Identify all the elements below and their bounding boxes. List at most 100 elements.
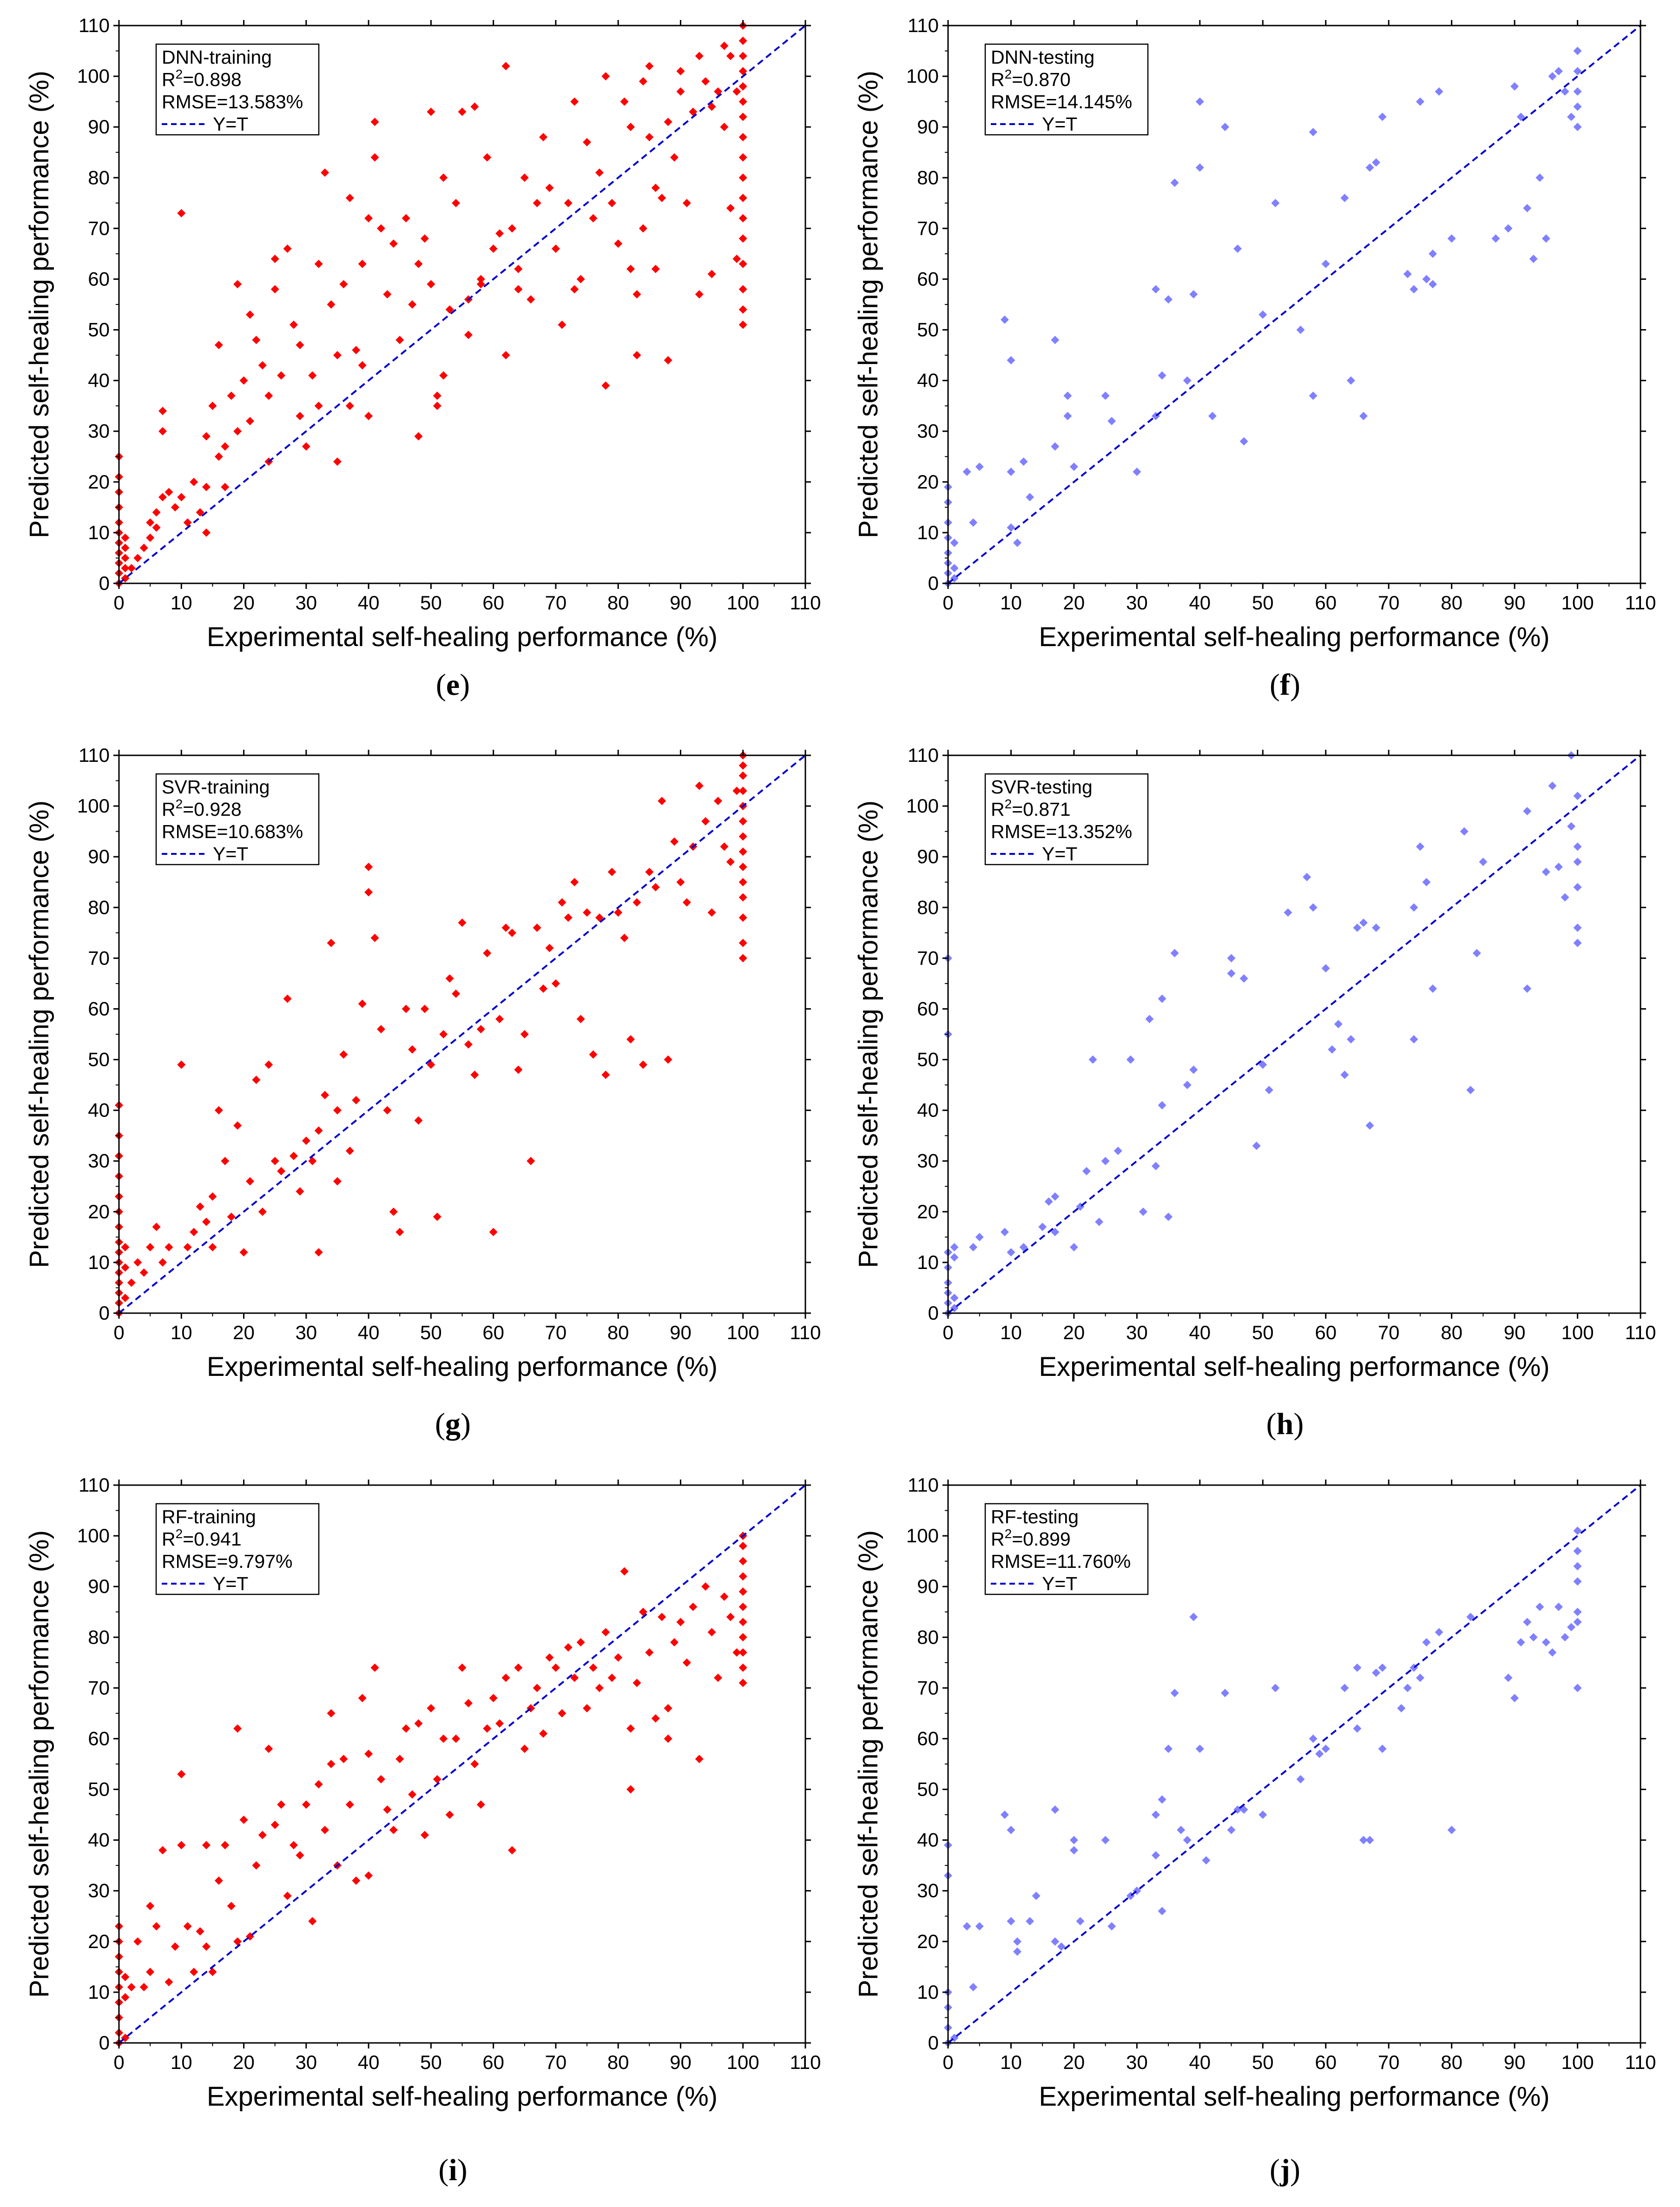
data-point: [1069, 1836, 1078, 1844]
data-point: [376, 224, 385, 233]
chart-panel-e: 00 10 10 20 20 30 30 40 40 50 50 60 60 70 70 80 80 90 90 10…: [24, 14, 821, 702]
data-point: [1529, 1633, 1538, 1642]
r2-value: =0.870: [1012, 69, 1071, 90]
y-tick-label: 80: [917, 1626, 939, 1648]
data-point: [614, 1653, 623, 1662]
legend-r2: R2=0.871: [991, 797, 1071, 820]
data-point: [1567, 822, 1575, 831]
data-point: [1340, 1070, 1349, 1079]
data-point: [208, 1968, 217, 1976]
data-point: [1101, 1836, 1110, 1844]
data-point: [1007, 468, 1015, 476]
data-point: [583, 908, 592, 917]
data-point: [1416, 1673, 1424, 1682]
data-point: [614, 908, 623, 917]
data-point: [1567, 112, 1575, 121]
y-tick-label: 50: [88, 319, 110, 341]
data-point: [383, 290, 392, 299]
data-point: [1013, 1937, 1021, 1946]
data-point: [732, 786, 741, 795]
data-point: [183, 1243, 192, 1252]
y-tick-label: 90: [88, 1575, 110, 1597]
data-point: [127, 1278, 136, 1287]
data-point: [738, 954, 747, 963]
data-point: [738, 938, 747, 947]
x-tick-label: 40: [1189, 592, 1211, 614]
data-point: [626, 123, 635, 132]
data-point: [245, 416, 254, 425]
data-point: [495, 1015, 504, 1024]
data-point: [1416, 842, 1424, 851]
data-point: [177, 1770, 186, 1778]
data-point: [682, 198, 691, 207]
data-point: [452, 198, 461, 207]
data-point: [738, 1572, 747, 1581]
data-point: [345, 1800, 354, 1809]
data-point: [1252, 1142, 1261, 1150]
data-point: [632, 1678, 641, 1687]
data-point: [214, 452, 223, 461]
y-tick-label: 20: [88, 1930, 110, 1952]
data-point: [658, 797, 666, 806]
data-point: [364, 1871, 373, 1880]
data-point: [1447, 1825, 1456, 1834]
data-point: [327, 300, 336, 309]
x-tick-label: 50: [1252, 592, 1274, 614]
legend-model-name: DNN-testing: [991, 46, 1094, 68]
data-point: [352, 1876, 361, 1885]
data-point: [564, 198, 573, 207]
x-tick-label: 80: [607, 2051, 629, 2073]
y-tick-label: 100: [906, 65, 939, 87]
data-point: [639, 1060, 647, 1069]
data-point: [1069, 1846, 1078, 1855]
legend-line-label: Y=T: [1042, 113, 1077, 135]
data-point: [626, 1724, 635, 1733]
data-point: [676, 87, 685, 96]
data-point: [738, 1541, 747, 1550]
data-point: [558, 898, 567, 907]
data-point: [1202, 1856, 1211, 1865]
data-point: [950, 1253, 959, 1262]
legend-rmse: RMSE=9.797%: [162, 1551, 292, 1572]
caption-letter: j: [1279, 2153, 1290, 2187]
data-point: [1227, 1825, 1236, 1834]
data-point: [1057, 1942, 1066, 1951]
data-point: [1101, 391, 1110, 400]
data-point: [208, 1192, 217, 1201]
data-point: [689, 1602, 698, 1611]
panel-caption-g: (g): [435, 1407, 471, 1441]
data-point: [564, 913, 573, 922]
data-point: [570, 285, 579, 294]
data-point: [1007, 1917, 1015, 1926]
y-tick-label: 30: [88, 1880, 110, 1902]
data-point: [732, 87, 741, 96]
data-point: [664, 118, 672, 126]
data-point: [1529, 254, 1538, 263]
data-point: [483, 949, 492, 958]
data-point: [1378, 1663, 1387, 1672]
data-point: [127, 564, 136, 573]
data-point: [632, 290, 641, 299]
data-point: [183, 518, 192, 527]
data-point: [470, 1070, 479, 1079]
data-point: [1542, 1638, 1550, 1647]
data-point: [339, 1755, 348, 1764]
data-point: [1479, 858, 1488, 866]
data-point: [196, 1927, 204, 1936]
data-point: [352, 346, 361, 355]
data-point: [738, 153, 747, 162]
data-point: [221, 482, 230, 491]
data-point: [1007, 523, 1015, 532]
data-point: [501, 1673, 510, 1682]
data-point: [1573, 1562, 1582, 1571]
data-point: [121, 533, 130, 542]
caption-letter: g: [445, 1407, 461, 1441]
y-tick-label: 30: [917, 420, 939, 442]
caption-paren-open: (: [1266, 1407, 1277, 1441]
data-point: [1000, 1811, 1009, 1819]
data-point: [1334, 1020, 1343, 1029]
data-point: [1372, 923, 1381, 932]
data-point: [1195, 163, 1204, 172]
data-point: [1227, 969, 1236, 978]
